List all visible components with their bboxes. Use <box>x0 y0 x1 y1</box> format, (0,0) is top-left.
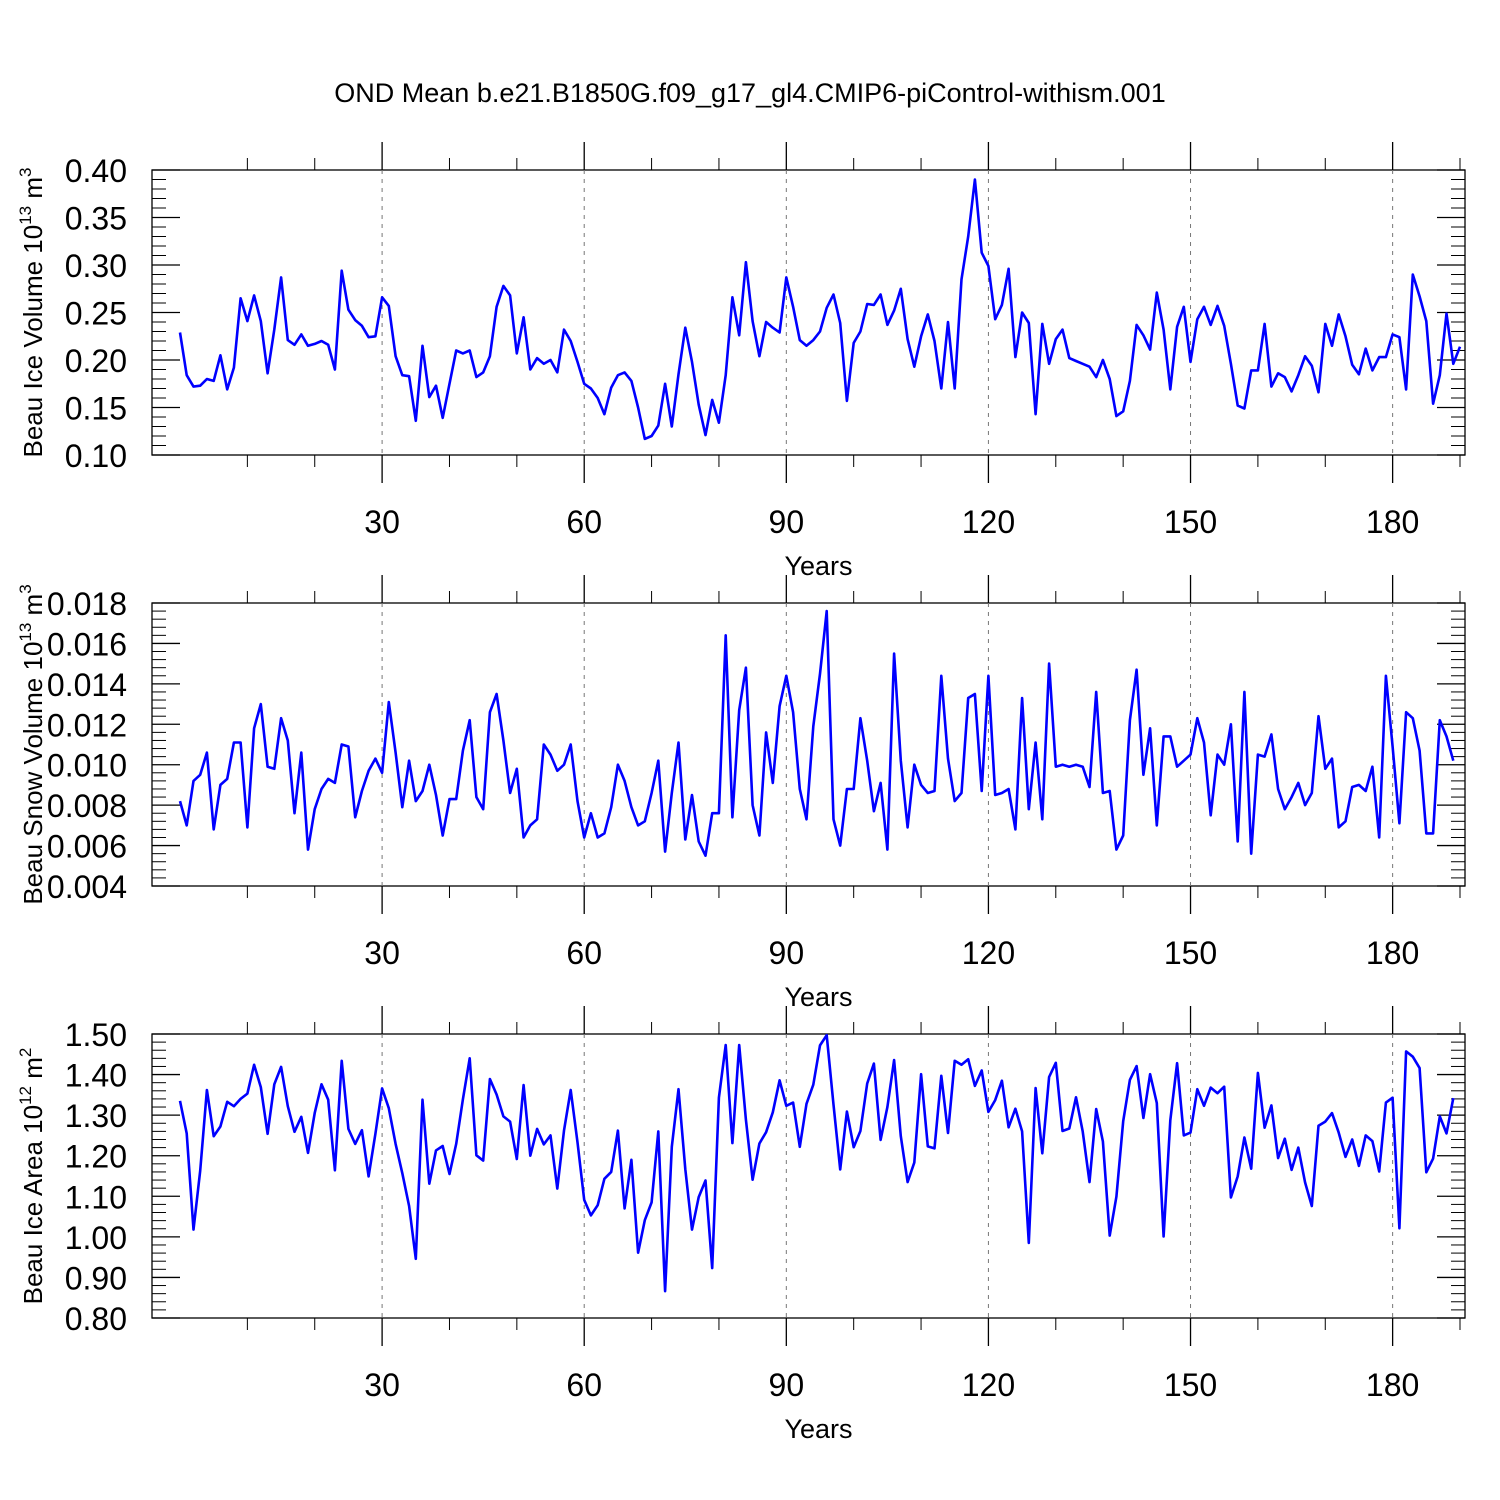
y-tick-label: 1.30 <box>65 1098 127 1134</box>
panel-ice-area: 30 60 90 120 150 180 0.80 0.90 1.00 1.10 1.20 1.30 1… <box>16 1006 1466 1444</box>
x-tick-label: 30 <box>364 935 400 971</box>
x-tick-label: 180 <box>1366 1367 1419 1403</box>
y-tick-label: 0.40 <box>65 153 127 189</box>
y-tick-label: 0.016 <box>47 626 127 662</box>
y-tick-label: 0.008 <box>47 788 127 824</box>
y-tick-label: 1.10 <box>65 1179 127 1215</box>
y-axis-label: Beau Snow Volume 1013 m3 <box>16 584 48 904</box>
y-tick-label: 0.012 <box>47 707 127 743</box>
y-tick-label: 0.35 <box>65 201 127 237</box>
x-tick-label: 150 <box>1164 1367 1217 1403</box>
x-tick-label: 90 <box>769 504 805 540</box>
y-tick-label: 0.10 <box>65 438 127 474</box>
y-tick-label: 0.018 <box>47 586 127 622</box>
series-line <box>178 1033 1455 1293</box>
x-tick-label: 60 <box>566 935 602 971</box>
y-tick-label: 0.20 <box>65 343 127 379</box>
y-tick-label: 1.20 <box>65 1139 127 1175</box>
x-tick-label: 180 <box>1366 935 1419 971</box>
x-tick-label: 90 <box>769 1367 805 1403</box>
y-tick-label: 0.30 <box>65 248 127 284</box>
x-axis-label: Years <box>784 1414 852 1444</box>
y-axis-label: Beau Ice Volume 1013 m3 <box>16 168 48 458</box>
chart-title: OND Mean b.e21.B1850G.f09_g17_gl4.CMIP6-… <box>334 78 1166 108</box>
panel-ice-volume: 30 60 90 120 150 180 0.10 0.15 0.20 0.25 0.30 0.35 0… <box>16 142 1466 581</box>
y-tick-label: 0.006 <box>47 829 127 865</box>
x-tick-label: 120 <box>962 935 1015 971</box>
x-tick-label: 60 <box>566 504 602 540</box>
x-tick-label: 120 <box>962 1367 1015 1403</box>
plot-frame <box>151 1033 1466 1319</box>
series-line <box>178 609 1455 858</box>
series-line <box>178 178 1462 441</box>
x-tick-label: 150 <box>1164 935 1217 971</box>
y-tick-label: 1.40 <box>65 1058 127 1094</box>
y-tick-label: 0.25 <box>65 296 127 332</box>
x-tick-label: 150 <box>1164 504 1217 540</box>
x-axis-label: Years <box>784 982 852 1012</box>
plot-frame <box>151 602 1466 887</box>
y-tick-label: 0.014 <box>47 667 127 703</box>
x-tick-label: 90 <box>769 935 805 971</box>
x-tick-label: 30 <box>364 1367 400 1403</box>
y-tick-label: 1.00 <box>65 1220 127 1256</box>
y-tick-label: 0.004 <box>47 869 127 905</box>
y-axis-label: Beau Ice Area 1012 m2 <box>16 1048 48 1305</box>
y-tick-label: 0.010 <box>47 748 127 784</box>
x-tick-label: 60 <box>566 1367 602 1403</box>
y-tick-label: 1.50 <box>65 1017 127 1053</box>
y-tick-label: 0.80 <box>65 1301 127 1337</box>
x-tick-label: 30 <box>364 504 400 540</box>
x-axis-label: Years <box>784 551 852 581</box>
y-tick-label: 0.15 <box>65 391 127 427</box>
y-tick-label: 0.90 <box>65 1260 127 1296</box>
panel-snow-volume: 30 60 90 120 150 180 0.004 0.006 0.008 0.010 0.012… <box>16 575 1466 1012</box>
x-tick-label: 180 <box>1366 504 1419 540</box>
x-tick-label: 120 <box>962 504 1015 540</box>
